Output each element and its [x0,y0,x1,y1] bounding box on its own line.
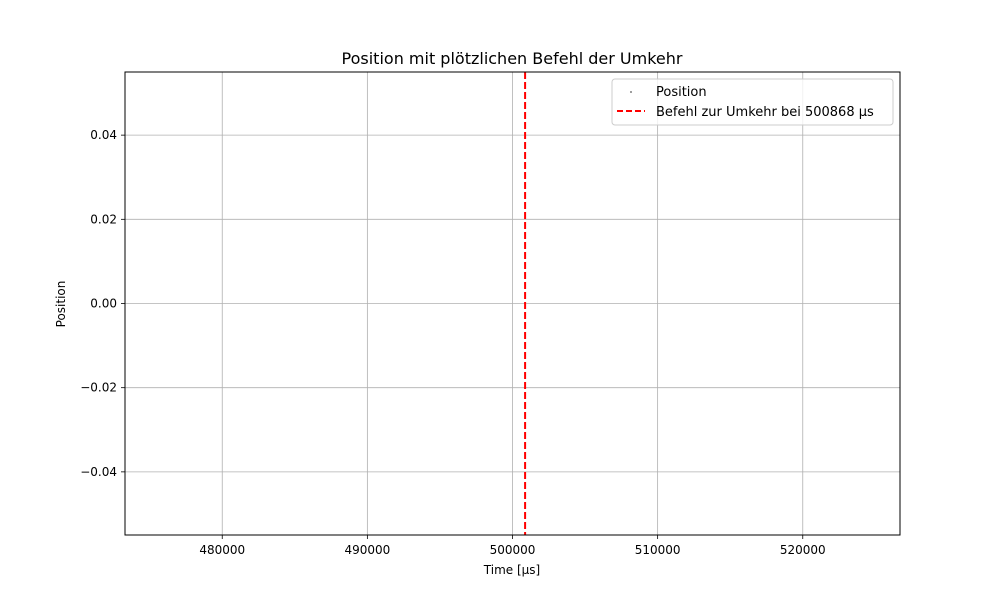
x-tick-label: 500000 [490,543,536,557]
y-axis-ticks: −0.04 −0.02 0.00 0.02 0.04 [80,128,125,479]
y-tick-label: −0.04 [80,465,117,479]
legend-frame [611,78,894,126]
x-axis-label: Time [µs] [483,563,540,577]
x-tick-label: 520000 [780,543,826,557]
plot-area [124,71,901,536]
grid [125,72,900,535]
x-tick-label: 490000 [344,543,390,557]
legend-marker-position [630,91,632,93]
y-tick-label: −0.02 [80,381,117,395]
y-axis-label: Position [54,281,68,328]
y-tick-label: 0.02 [90,212,117,226]
y-tick-label: 0.04 [90,128,117,142]
x-tick-label: 480000 [199,543,245,557]
legend: Position Befehl zur Umkehr bei 500868 µs [611,78,894,126]
x-axis-ticks: 480000 490000 500000 510000 520000 [199,535,826,557]
chart-title: Position mit plötzlichen Befehl der Umke… [342,49,683,68]
x-tick-label: 510000 [635,543,681,557]
y-tick-label: 0.00 [90,297,117,311]
legend-label-reversal-command: Befehl zur Umkehr bei 500868 µs [656,105,874,120]
legend-label-position: Position [656,85,707,100]
